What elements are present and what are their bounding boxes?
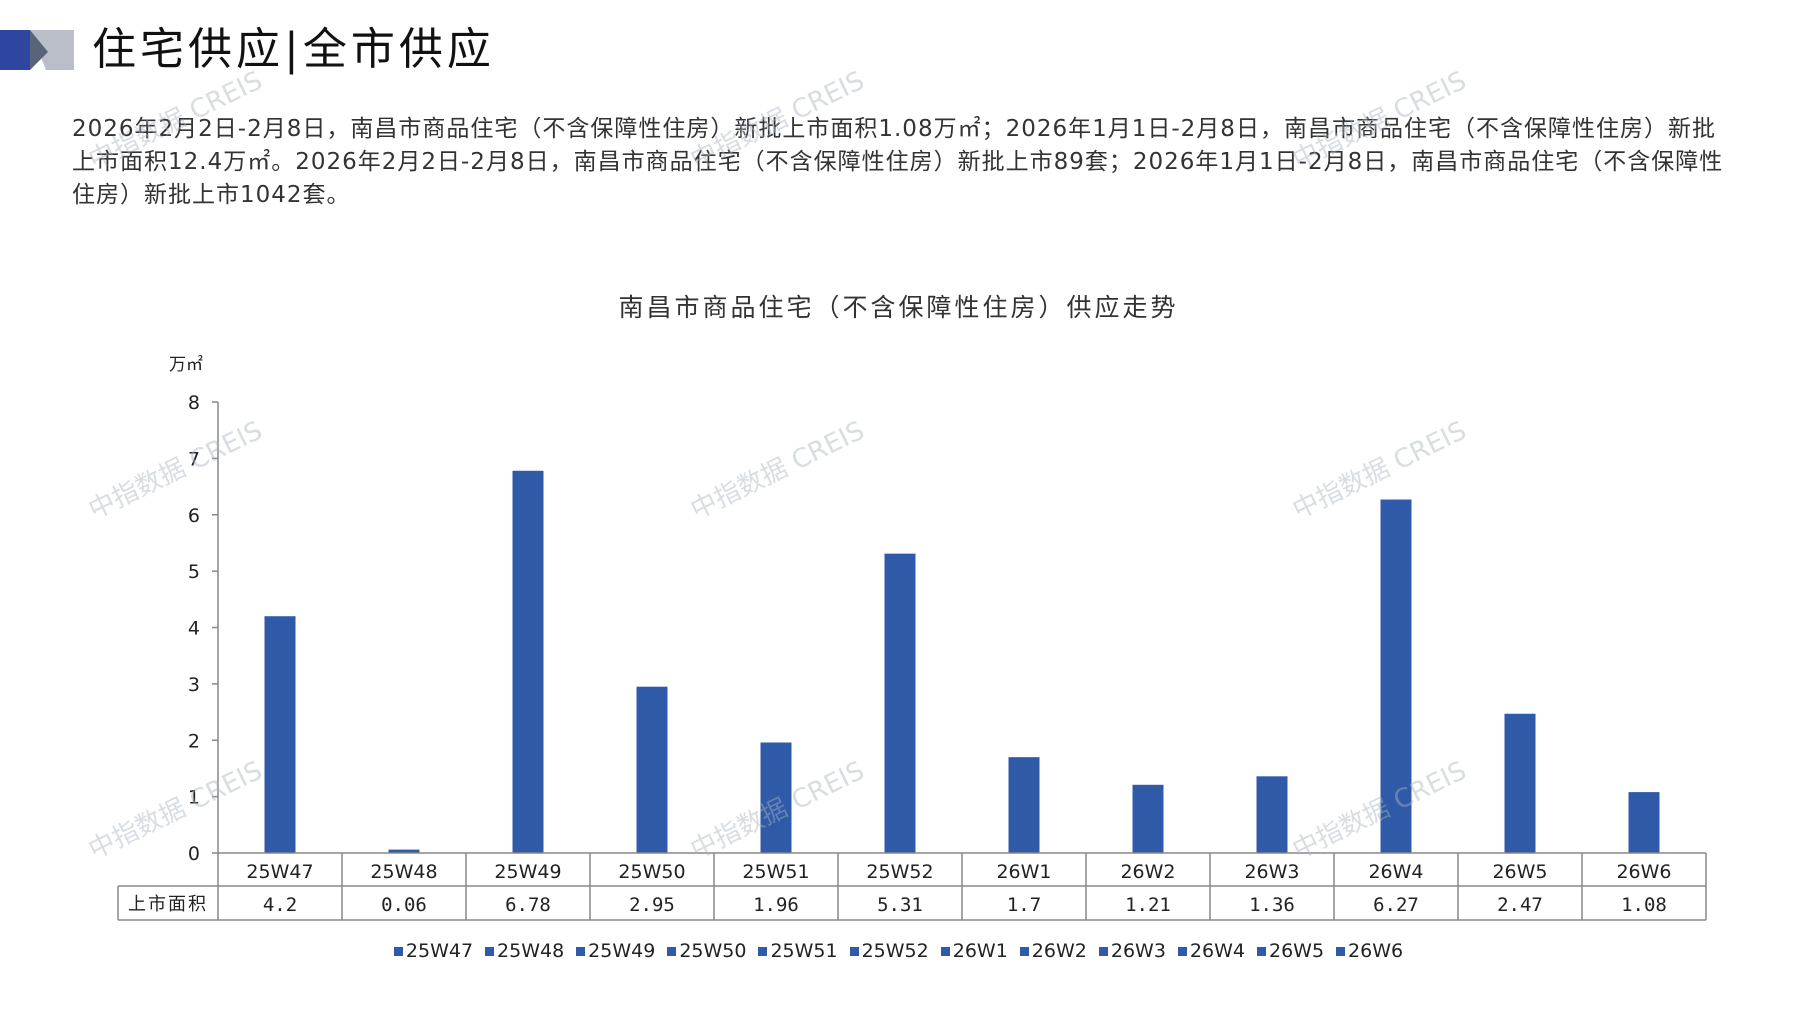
bar-25W48: [388, 849, 420, 853]
legend-label: 26W3: [1110, 940, 1166, 962]
legend-swatch: [485, 947, 495, 956]
x-tick-label: 26W2: [1120, 861, 1175, 883]
x-tick-label: 25W49: [494, 861, 561, 883]
bar-25W51: [760, 742, 792, 853]
legend-label: 25W47: [405, 940, 474, 962]
legend-swatch: [576, 947, 586, 956]
summary-paragraph: 2026年2月2日-2月8日，南昌市商品住宅（不含保障性住房）新批上市面积1.0…: [72, 116, 1724, 208]
data-label: 0.06: [381, 894, 427, 916]
data-label: 1.96: [753, 894, 799, 916]
data-label: 4.2: [263, 894, 297, 916]
data-label: 5.31: [877, 894, 923, 916]
legend-swatch: [758, 947, 768, 956]
legend-item: 26W4: [1177, 940, 1245, 962]
bar-25W50: [636, 686, 668, 853]
y-tick-label: 3: [188, 674, 200, 696]
legend-item: 26W3: [1098, 940, 1166, 962]
legend-item: 26W5: [1256, 940, 1325, 962]
legend-swatch: [940, 947, 950, 956]
legend-item: 25W49: [576, 940, 655, 962]
legend-swatch: [1019, 947, 1029, 956]
data-label: 1.7: [1007, 894, 1041, 916]
legend-swatch: [1256, 947, 1266, 956]
legend-label: 26W2: [1031, 940, 1087, 962]
legend-item: 25W50: [667, 940, 746, 962]
bar-26W5: [1504, 713, 1536, 853]
legend-label: 26W5: [1268, 940, 1325, 962]
bar-26W4: [1380, 499, 1412, 853]
legend-label: 25W48: [497, 940, 565, 962]
x-tick-label: 26W6: [1616, 861, 1671, 883]
legend-item: 26W2: [1019, 940, 1087, 962]
data-label: 1.21: [1125, 894, 1171, 916]
x-tick-label: 25W48: [370, 861, 437, 883]
legend-label: 25W50: [679, 940, 747, 962]
x-tick-label: 26W5: [1492, 861, 1547, 883]
legend-swatch: [1336, 947, 1346, 956]
legend-swatch: [667, 947, 677, 956]
y-tick-label: 8: [188, 392, 200, 414]
page-title: 住宅供应|全市供应: [92, 24, 495, 75]
chart-title: 南昌市商品住宅（不含保障性住房）供应走势: [618, 293, 1179, 322]
y-tick-label: 7: [188, 448, 200, 470]
y-tick-label: 4: [188, 618, 200, 640]
y-tick-label: 5: [188, 561, 200, 583]
legend-item: 25W51: [758, 940, 838, 962]
legend-item: 25W48: [485, 940, 564, 962]
y-axis-unit-label: 万㎡: [169, 355, 203, 375]
legend-label: 26W4: [1189, 940, 1245, 962]
x-tick-label: 25W51: [742, 861, 809, 883]
legend-item: 25W47: [393, 940, 474, 962]
legend-swatch: [1177, 947, 1187, 956]
data-label: 6.27: [1373, 894, 1419, 916]
bar-26W6: [1628, 792, 1660, 853]
x-tick-label: 26W1: [996, 861, 1051, 883]
data-label: 1.36: [1249, 894, 1295, 916]
legend-swatch: [849, 947, 859, 956]
chart-legend: 25W47 25W48 25W49 25W50 25W51 25W52 26W1 26W2 26…: [0, 940, 1797, 962]
bar-26W2: [1132, 784, 1164, 853]
x-tick-label: 25W50: [618, 861, 685, 883]
data-label: 1.08: [1621, 894, 1667, 916]
legend-label: 26W6: [1348, 940, 1404, 962]
legend-swatch: [393, 947, 403, 956]
legend-swatch: [1098, 947, 1108, 956]
y-tick-label: 0: [188, 843, 200, 865]
bar-25W49: [512, 470, 544, 853]
y-tick-label: 6: [188, 505, 200, 527]
x-tick-label: 26W4: [1368, 861, 1423, 883]
legend-label: 25W49: [588, 940, 656, 962]
header: 住宅供应|全市供应: [0, 22, 1797, 78]
data-label: 2.47: [1497, 894, 1543, 916]
x-tick-label: 25W52: [866, 861, 933, 883]
y-tick-label: 1: [188, 787, 200, 809]
legend-item: 26W1: [940, 940, 1008, 962]
bar-26W1: [1008, 757, 1040, 853]
x-tick-label: 25W47: [246, 861, 313, 883]
legend-label: 26W1: [952, 940, 1008, 962]
bar-26W3: [1256, 776, 1288, 853]
legend-label: 25W52: [861, 940, 929, 962]
brand-logo-icon: [0, 30, 74, 70]
legend-label: 25W51: [770, 940, 838, 962]
data-label: 6.78: [505, 894, 551, 916]
table-row-label: 上市面积: [128, 894, 208, 915]
bar-25W52: [884, 553, 916, 853]
x-tick-label: 26W3: [1244, 861, 1299, 883]
data-label: 2.95: [629, 894, 675, 916]
legend-item: 26W6: [1336, 940, 1403, 962]
legend-item: 25W52: [849, 940, 929, 962]
bar-25W47: [264, 616, 296, 853]
y-tick-label: 2: [188, 730, 200, 752]
